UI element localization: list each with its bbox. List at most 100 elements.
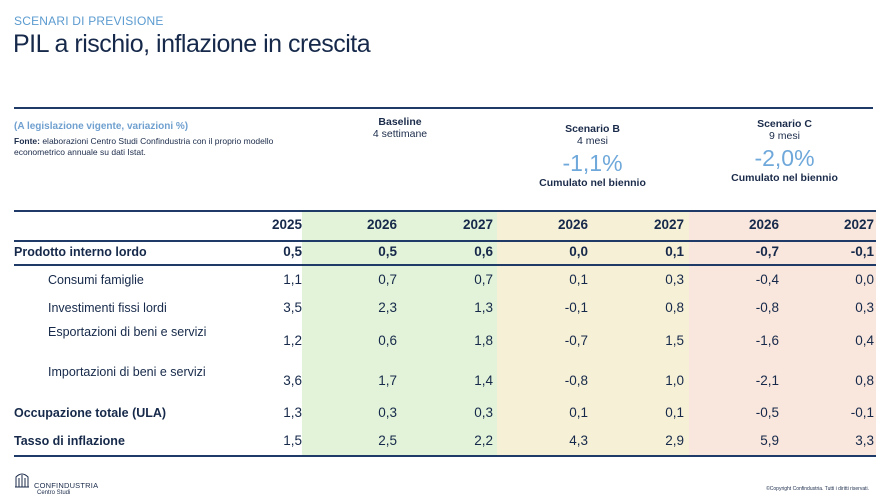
cell-value: -0,1 bbox=[564, 300, 588, 315]
scenario-c-name: Scenario C bbox=[757, 118, 812, 130]
scenario-b-header: Scenario B 4 mesi -1,1% Cumulato nel bie… bbox=[530, 123, 655, 189]
table-row: Tasso di inflazione 1,5 2,5 2,2 4,3 2,9 … bbox=[14, 433, 876, 451]
scenario-c-cumulative: -2,0% bbox=[754, 145, 815, 171]
cell-value: 0,1 bbox=[665, 405, 684, 420]
year-header: 2027 bbox=[653, 217, 684, 232]
source-label: Fonte: bbox=[14, 136, 40, 146]
cell-value: 1,1 bbox=[283, 272, 302, 287]
cell-value: 0,0 bbox=[569, 244, 588, 259]
year-header-row bbox=[14, 210, 876, 242]
cell-value: 2,3 bbox=[378, 300, 397, 315]
cell-value: 0,8 bbox=[665, 300, 684, 315]
year-header: 2027 bbox=[462, 217, 493, 232]
legislation-note: (A legislazione vigente, variazioni %) bbox=[14, 121, 189, 132]
cell-value: 0,1 bbox=[665, 244, 684, 259]
row-label: Importazioni di beni e servizi bbox=[48, 365, 206, 379]
cell-value: 0,0 bbox=[855, 272, 874, 287]
cell-value: 0,5 bbox=[283, 244, 302, 259]
table-row: Esportazioni di beni e servizi 1,2 0,6 1… bbox=[14, 324, 876, 356]
year-header: 2026 bbox=[557, 217, 588, 232]
confindustria-logo-icon bbox=[15, 473, 29, 488]
scenario-b-band bbox=[497, 210, 689, 455]
row-label: Prodotto interno lordo bbox=[14, 245, 147, 259]
row-label: Tasso di inflazione bbox=[14, 434, 125, 448]
cell-value: -0,1 bbox=[850, 405, 874, 420]
cell-value: 0,1 bbox=[569, 405, 588, 420]
table-row: Prodotto interno lordo 0,5 0,5 0,6 0,0 0… bbox=[14, 244, 876, 264]
year-header: 2026 bbox=[366, 217, 397, 232]
scenario-b-duration: 4 mesi bbox=[577, 135, 608, 147]
cell-value: 2,5 bbox=[378, 433, 397, 448]
section-kicker: SCENARI DI PREVISIONE bbox=[14, 14, 164, 28]
cell-value: 0,3 bbox=[665, 272, 684, 287]
cell-value: -0,8 bbox=[755, 300, 779, 315]
cell-value: 5,9 bbox=[760, 433, 779, 448]
cell-value: -0,1 bbox=[850, 244, 874, 259]
table-row: Importazioni di beni e servizi 3,6 1,7 1… bbox=[14, 364, 876, 396]
cell-value: -0,7 bbox=[564, 333, 588, 348]
cell-value: 1,2 bbox=[283, 333, 302, 348]
brand-name: CONFINDUSTRIA bbox=[34, 481, 99, 490]
cell-value: 1,3 bbox=[474, 300, 493, 315]
cell-value: 2,2 bbox=[474, 433, 493, 448]
cell-value: -0,4 bbox=[755, 272, 779, 287]
cell-value: 1,7 bbox=[378, 373, 397, 388]
cell-value: 3,5 bbox=[283, 300, 302, 315]
cell-value: 0,3 bbox=[378, 405, 397, 420]
source-text: elaborazioni Centro Studi Confindustria … bbox=[14, 136, 274, 157]
cell-value: 0,7 bbox=[474, 272, 493, 287]
row-label: Esportazioni di beni e servizi bbox=[48, 325, 207, 339]
scenario-b-name: Scenario B bbox=[565, 123, 620, 135]
table-row: Consumi famiglie 1,1 0,7 0,7 0,1 0,3 -0,… bbox=[14, 272, 876, 290]
cell-value: -1,6 bbox=[755, 333, 779, 348]
row-label: Occupazione totale (ULA) bbox=[14, 406, 167, 420]
scenario-b-cumulative: -1,1% bbox=[562, 150, 623, 176]
row-label: Investimenti fissi lordi bbox=[48, 301, 167, 315]
divider bbox=[14, 264, 876, 266]
scenario-c-band bbox=[689, 210, 876, 455]
cell-value: 1,5 bbox=[283, 433, 302, 448]
cell-value: -2,1 bbox=[755, 373, 779, 388]
divider bbox=[14, 107, 873, 109]
cell-value: 3,3 bbox=[855, 433, 874, 448]
cell-value: 0,4 bbox=[855, 333, 874, 348]
cell-value: -0,5 bbox=[755, 405, 779, 420]
cell-value: 4,3 bbox=[569, 433, 588, 448]
cell-value: 1,0 bbox=[665, 373, 684, 388]
scenario-c-cumulative-label: Cumulato nel biennio bbox=[731, 172, 838, 184]
cell-value: 0,3 bbox=[855, 300, 874, 315]
cell-value: 0,1 bbox=[569, 272, 588, 287]
table-row: Investimenti fissi lordi 3,5 2,3 1,3 -0,… bbox=[14, 300, 876, 318]
cell-value: 0,8 bbox=[855, 373, 874, 388]
divider bbox=[14, 455, 876, 457]
copyright: ©Copyright Confindustria. Tutti i diritt… bbox=[766, 486, 869, 492]
cell-value: 3,6 bbox=[283, 373, 302, 388]
cell-value: 0,7 bbox=[378, 272, 397, 287]
cell-value: 0,6 bbox=[378, 333, 397, 348]
cell-value: 1,5 bbox=[665, 333, 684, 348]
source-note: Fonte: elaborazioni Centro Studi Confind… bbox=[14, 136, 274, 158]
baseline-header: Baseline 4 settimane bbox=[350, 116, 450, 140]
brand-subtitle: Centro Studi bbox=[37, 490, 71, 496]
scenario-c-header: Scenario C 9 mesi -2,0% Cumulato nel bie… bbox=[722, 118, 847, 184]
cell-value: 0,6 bbox=[474, 244, 493, 259]
cell-value: 0,3 bbox=[474, 405, 493, 420]
cell-value: 1,8 bbox=[474, 333, 493, 348]
baseline-duration: 4 settimane bbox=[372, 128, 428, 140]
year-header: 2027 bbox=[843, 217, 874, 232]
baseline-name: Baseline bbox=[378, 116, 422, 128]
scenario-c-duration: 9 mesi bbox=[769, 130, 800, 142]
cell-value: 2,9 bbox=[665, 433, 684, 448]
cell-value: 1,3 bbox=[283, 405, 302, 420]
baseline-band bbox=[302, 210, 497, 455]
cell-value: 0,5 bbox=[378, 244, 397, 259]
scenario-b-cumulative-label: Cumulato nel biennio bbox=[539, 177, 646, 189]
cell-value: -0,8 bbox=[564, 373, 588, 388]
year-header: 2026 bbox=[748, 217, 779, 232]
cell-value: -0,7 bbox=[755, 244, 779, 259]
table-row: Occupazione totale (ULA) 1,3 0,3 0,3 0,1… bbox=[14, 405, 876, 423]
cell-value: 1,4 bbox=[474, 373, 493, 388]
year-header: 2025 bbox=[271, 217, 302, 232]
row-label: Consumi famiglie bbox=[48, 273, 144, 287]
page-title: PIL a rischio, inflazione in crescita bbox=[13, 30, 371, 58]
